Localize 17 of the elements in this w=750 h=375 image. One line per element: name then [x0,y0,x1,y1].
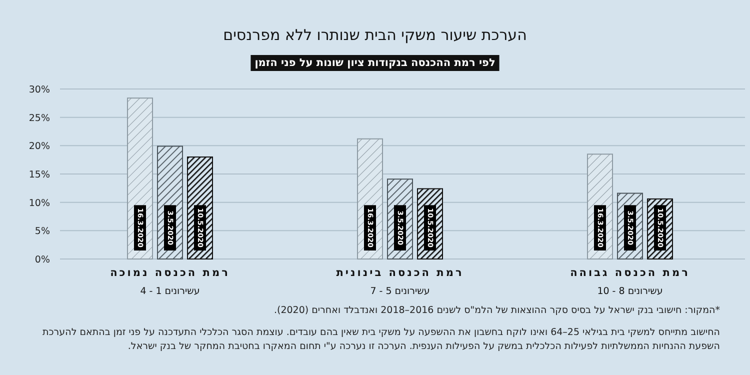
y-tick-label: 10% [28,198,50,209]
text: עשירונים 8 - 10 [597,286,663,297]
chart-title: הערכת שיעור משקי הבית שנותרו ללא מפרנסים [223,26,527,44]
y-tick-label: 0% [34,254,50,266]
y-tick-label: 15% [28,170,50,180]
x-tick-label: רמת הכנסה גבוהה [570,267,690,279]
x-tick-label: רמת הכנסה נמוכה [110,267,230,279]
y-tick-label: 5% [34,226,50,238]
text: עשירונים 1 - 4 [140,286,200,297]
y-tick-label: 25% [28,112,50,124]
x-tick-label: רמת הכנסה בינונית [336,267,464,279]
chart-subtitle: לפי רמת ההכנסה בנקודות ציון שונות על פני הזמן [254,57,496,69]
y-tick-label: 30% [28,84,50,96]
text: החישוב מתייחס למשקי בית בגילאי 25–64 ואינו לוקח בחשבון את ההשפעה על משקי בית שאין בהם עובדים. עוצמת הסגר הכלכלי התעדכנה על פני זמן בהתאם להערכת השפעת ההנחיות הממשלתיות לפעילות הכלכלית במשק על הפעילות הענפית. הערכה זו נערכה ע"י תחום המאקרו בחטיבת המחקר של בנק ישראל. [42,326,720,354]
text: *המקור: חישובי בנק ישראל על בסיס סקר ההוצאות של הלמ"ס לשנים 2016–2018 ואנדבלד ואחרים (2020). [272,304,720,318]
text: עשירונים 5 - 7 [370,286,430,297]
y-tick-label: 20% [28,141,50,152]
